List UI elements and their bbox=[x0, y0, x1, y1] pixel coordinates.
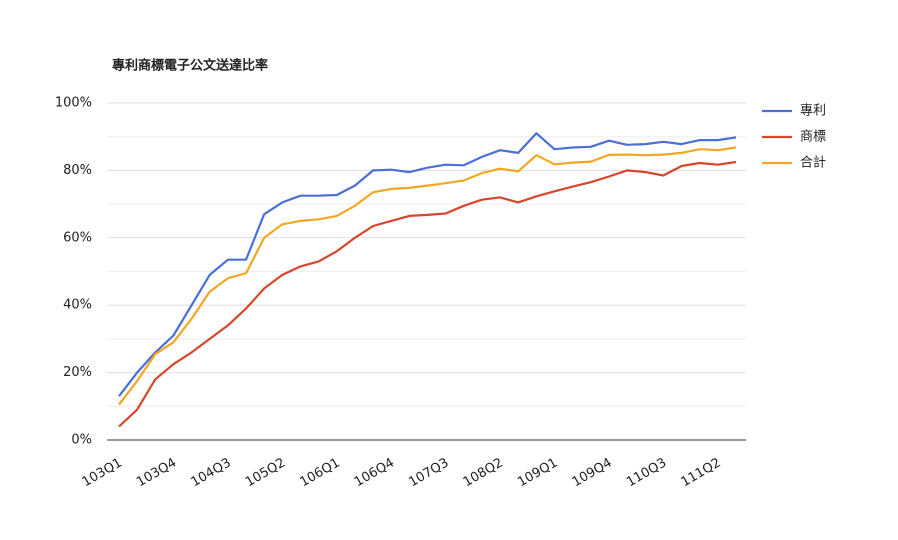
x-tick-label: 107Q3 bbox=[406, 456, 451, 491]
x-tick-label: 103Q4 bbox=[134, 456, 179, 491]
y-tick-label: 40% bbox=[63, 298, 92, 313]
x-tick-label: 106Q4 bbox=[352, 456, 397, 491]
line bbox=[118, 146, 737, 406]
y-tick-label: 60% bbox=[63, 230, 92, 245]
x-tick-label: 108Q2 bbox=[461, 456, 506, 491]
y-tick-label: 20% bbox=[63, 365, 92, 380]
legend-label: 專利 bbox=[800, 104, 826, 119]
x-tick-label: 109Q4 bbox=[570, 456, 615, 491]
x-tick-label: 110Q3 bbox=[624, 456, 669, 491]
x-tick-label: 106Q1 bbox=[297, 456, 342, 491]
y-tick-label: 100% bbox=[55, 96, 92, 111]
line bbox=[118, 132, 737, 397]
x-tick-label: 111Q2 bbox=[679, 456, 724, 491]
x-tick-label: 109Q1 bbox=[515, 456, 560, 491]
x-tick-label: 103Q1 bbox=[80, 456, 125, 491]
line bbox=[118, 160, 737, 428]
chart-title: 專利商標電子公文送達比率 bbox=[112, 58, 268, 74]
legend-label: 商標 bbox=[800, 130, 826, 145]
legend-label: 合計 bbox=[800, 155, 826, 171]
x-tick-label: 105Q2 bbox=[243, 456, 288, 491]
y-tick-label: 0% bbox=[71, 433, 92, 448]
x-tick-label: 104Q3 bbox=[189, 456, 234, 491]
y-tick-label: 80% bbox=[63, 163, 92, 178]
